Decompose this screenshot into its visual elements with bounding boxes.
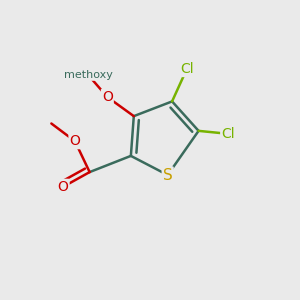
- Text: methoxy: methoxy: [64, 70, 112, 80]
- Text: Cl: Cl: [180, 62, 194, 76]
- Text: Cl: Cl: [221, 127, 235, 141]
- Text: S: S: [163, 167, 172, 182]
- Text: O: O: [70, 134, 80, 148]
- Text: O: O: [58, 180, 69, 194]
- Text: O: O: [102, 90, 113, 104]
